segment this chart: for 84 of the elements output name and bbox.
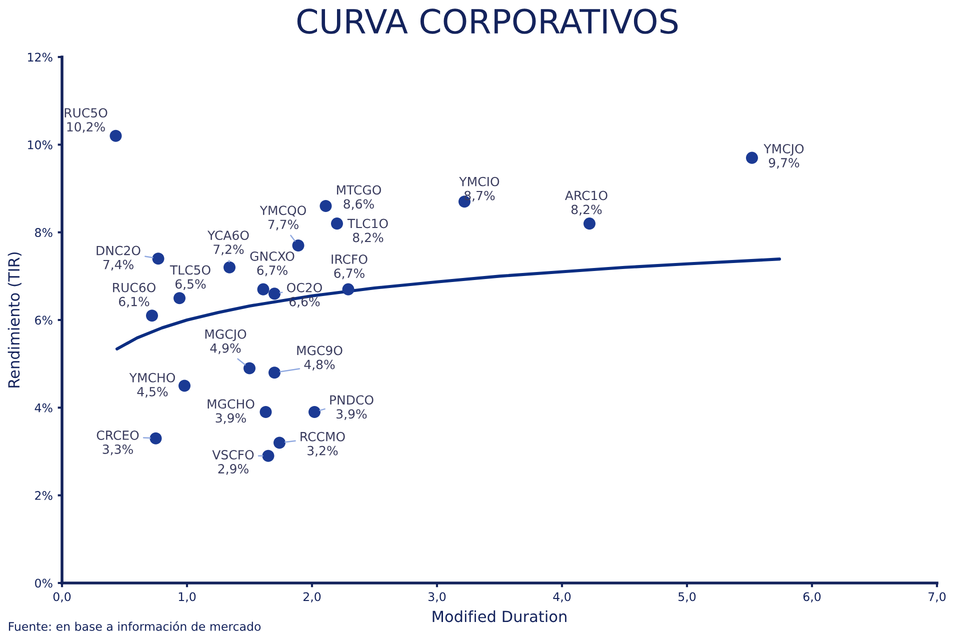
- data-label: 6,6%: [289, 296, 320, 308]
- data-label: 9,7%: [768, 158, 800, 169]
- point: [262, 450, 274, 462]
- annotation: YMCQO: [260, 206, 306, 217]
- annotation: VSCFO: [212, 450, 254, 460]
- data-label: 7,2%: [214, 244, 244, 256]
- annotation: TLC5O: [170, 265, 210, 275]
- x-tick-label: 6,0: [803, 592, 821, 602]
- point: [260, 406, 272, 418]
- point: [268, 288, 281, 300]
- chart-title: CURVA CORPORATIVOS: [297, 8, 678, 34]
- x-tick-label: 2,0: [303, 592, 321, 602]
- point: [273, 436, 286, 449]
- annotation: MTCGO: [337, 185, 382, 195]
- point: [152, 252, 164, 265]
- point: [583, 218, 596, 230]
- x-tick-label: 7,0: [928, 592, 946, 602]
- point: [150, 432, 162, 444]
- data-label: 8,2%: [352, 232, 384, 244]
- data-label: 7,7%: [268, 220, 298, 230]
- annotation: ARC1O: [565, 190, 608, 200]
- annotation: DNC2O: [96, 246, 140, 256]
- point: [243, 362, 256, 374]
- annotation: YMCJO: [764, 144, 804, 156]
- annotation: GNCXO: [250, 251, 294, 261]
- point: [320, 200, 332, 212]
- point: [178, 380, 191, 392]
- point: [292, 239, 304, 252]
- x-tick-label: 4,0: [553, 592, 571, 602]
- annotation: RCCMO: [300, 432, 345, 442]
- data-label: 4,8%: [304, 360, 335, 370]
- data-label: 8,2%: [571, 204, 602, 216]
- point: [173, 292, 186, 304]
- data-label: 3,2%: [308, 446, 338, 457]
- point: [257, 283, 270, 296]
- annotation: MGCJO: [205, 329, 246, 342]
- point: [146, 310, 158, 322]
- annotation: IRCFO: [332, 254, 368, 264]
- annotation: PNDCO: [330, 395, 374, 405]
- data-label: 7,4%: [103, 260, 134, 271]
- annotation: OC2O: [287, 282, 322, 292]
- y-axis-title: Rendimiento (TIR): [8, 252, 22, 388]
- y-tick-label: 8%: [35, 228, 52, 237]
- data-label: 4,5%: [137, 386, 168, 398]
- data-label: 6,1%: [119, 296, 150, 308]
- annotation: YMCIO: [459, 176, 500, 186]
- data-label: 6,7%: [257, 265, 288, 276]
- data-label: 3,9%: [336, 409, 367, 420]
- point: [342, 283, 354, 296]
- y-tick-label: 10%: [28, 140, 52, 150]
- y-tick-label: 2%: [35, 491, 52, 500]
- x-tick-label: 3,0: [428, 592, 446, 602]
- annotation: YCA6O: [207, 230, 249, 240]
- point: [268, 366, 281, 379]
- y-tick-label: 12%: [28, 52, 52, 62]
- y-tick-label: 4%: [34, 403, 52, 412]
- annotation: CRCEO: [96, 430, 139, 440]
- y-tick-label: 0%: [35, 578, 52, 588]
- source-note: Fuente: en base a información de mercado: [8, 621, 261, 631]
- x-tick-label: 1,0: [178, 592, 196, 602]
- data-label: 3,3%: [102, 444, 133, 456]
- data-label: 6,5%: [176, 279, 206, 290]
- annotation: TLC1O: [347, 218, 388, 228]
- data-label: 3,9%: [216, 413, 246, 424]
- annotation: RUC5O: [64, 108, 108, 118]
- data-label: 6,7%: [334, 268, 364, 280]
- y-tick-label: 6%: [35, 316, 52, 325]
- x-tick-label: 0,0: [53, 592, 71, 602]
- annotation: RUC6O: [113, 282, 156, 292]
- data-label: 4,9%: [210, 343, 241, 354]
- data-label: 8,6%: [344, 199, 374, 210]
- point: [110, 130, 122, 142]
- point: [330, 218, 344, 230]
- point: [223, 261, 236, 274]
- x-tick-label: 5,0: [678, 592, 696, 602]
- annotation: MGC9O: [297, 346, 342, 356]
- data-label: 8,7%: [464, 190, 495, 202]
- point: [746, 152, 758, 164]
- annotation: YMCHO: [129, 372, 175, 382]
- point: [308, 406, 321, 418]
- data-label: 10,2%: [67, 122, 105, 133]
- annotation: MGCHO: [208, 399, 254, 409]
- x-axis-title: Modified Duration: [432, 610, 566, 622]
- data-label: 2,9%: [218, 464, 248, 475]
